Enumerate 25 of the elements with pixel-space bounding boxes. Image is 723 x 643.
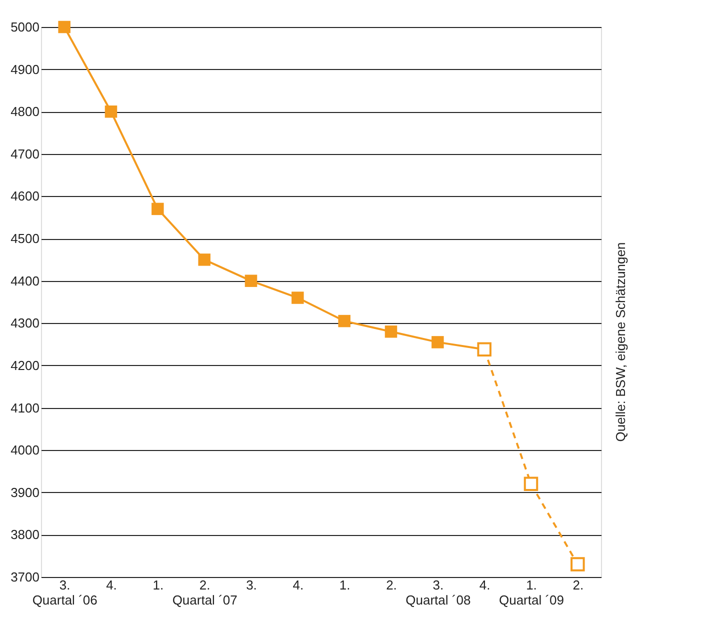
y-tick-label: 4100 bbox=[10, 400, 40, 416]
x-tick-label: 3. Quartal ´08 bbox=[406, 578, 471, 608]
y-tick-label: 4200 bbox=[10, 358, 40, 373]
y-tick-label: 4400 bbox=[10, 273, 40, 288]
x-tick-label: 2. bbox=[386, 578, 397, 592]
y-tick-label: 4500 bbox=[10, 231, 40, 246]
y-tick-label: 4800 bbox=[10, 104, 40, 120]
x-tick-label: 4. bbox=[479, 578, 490, 592]
x-tick-label: 3. bbox=[246, 578, 257, 592]
y-tick-label: 4900 bbox=[10, 62, 40, 77]
x-tick-label: 2. bbox=[572, 578, 584, 592]
source-note: Quelle: BSW, eigene Schätzungen bbox=[613, 242, 628, 442]
y-tick-label: 4000 bbox=[10, 442, 40, 458]
x-tick-label: 1. bbox=[152, 578, 164, 592]
y-tick-label: 4700 bbox=[10, 146, 40, 162]
y-tick-label: 4600 bbox=[10, 188, 40, 204]
y-tick-label: 3800 bbox=[10, 527, 40, 542]
x-tick-label: 1. Quartal ´09 bbox=[498, 578, 564, 608]
y-tick-label: 5000 bbox=[10, 20, 40, 34]
x-tick-label: 2. Quartal ´07 bbox=[172, 578, 238, 608]
x-tick-label: 1. bbox=[339, 578, 350, 592]
y-tick-label: 3900 bbox=[10, 484, 40, 500]
x-tick-label: 4. bbox=[292, 578, 304, 592]
y-tick-label: 4300 bbox=[10, 316, 40, 331]
x-tick-label: 4. bbox=[106, 578, 117, 592]
